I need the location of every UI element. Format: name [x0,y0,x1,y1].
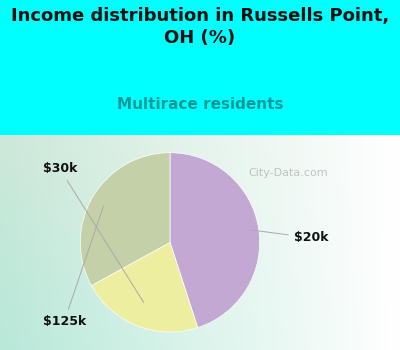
Text: $30k: $30k [43,162,144,302]
Wedge shape [170,153,260,328]
Wedge shape [92,242,198,332]
Wedge shape [80,153,170,286]
Text: Multirace residents: Multirace residents [117,97,283,112]
Text: $20k: $20k [252,230,328,244]
Text: City-Data.com: City-Data.com [248,168,328,178]
Text: $125k: $125k [43,206,104,328]
Text: Income distribution in Russells Point,
OH (%): Income distribution in Russells Point, O… [11,7,389,47]
